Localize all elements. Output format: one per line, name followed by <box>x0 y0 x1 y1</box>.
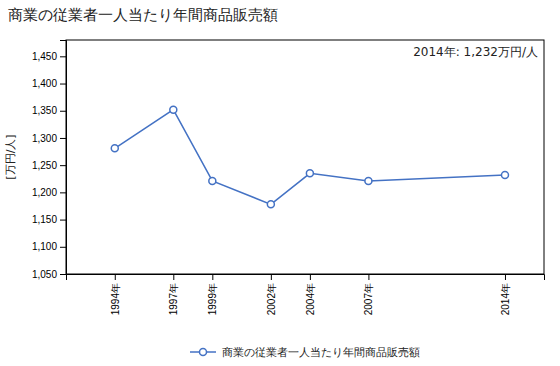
line <box>115 110 505 205</box>
y-tick: 1,300 <box>32 133 66 144</box>
y-tick-mark <box>60 111 66 112</box>
x-tick: 2007年 <box>363 274 374 315</box>
legend: 商業の従業者一人当たり年間商品販売額 <box>190 346 420 359</box>
y-tick-label: 1,150 <box>32 214 57 225</box>
y-tick: 1,350 <box>32 105 66 116</box>
x-tick-mark <box>368 274 369 280</box>
y-axis: 1,050 1,100 1,150 1,200 1,250 1,300 1,350 1,400… <box>32 41 67 280</box>
y-tick-label: 1,100 <box>32 241 57 252</box>
point <box>267 201 274 208</box>
x-tick: 2002年 <box>266 274 277 315</box>
y-tick-mark <box>60 192 66 193</box>
y-tick-label: 1,250 <box>32 160 57 171</box>
x-tick-label: 2014年 <box>500 283 511 315</box>
title: 商業の従業者一人当たり年間商品販売額 <box>8 6 278 24</box>
marks <box>111 106 508 208</box>
x-tick-label: 2007年 <box>363 283 374 315</box>
x-tick-mark <box>505 274 506 280</box>
y-tick-mark <box>60 165 66 166</box>
y-axis-title: [万円/人] <box>4 134 17 179</box>
point <box>365 177 372 184</box>
plot-frame <box>66 40 544 274</box>
x-tick: 2014年 <box>500 274 511 315</box>
point <box>111 145 118 152</box>
x-tick-label: 1997年 <box>168 283 179 315</box>
y-tick: 1,100 <box>32 241 66 252</box>
point <box>501 171 508 178</box>
y-tick-label: 1,450 <box>32 51 57 62</box>
y-tick-label: 1,050 <box>32 269 57 280</box>
y-tick-label: 1,300 <box>32 133 57 144</box>
y-tick-mark <box>60 138 66 139</box>
x-tick-mark <box>212 274 213 280</box>
x-tick-mark <box>271 274 272 280</box>
y-tick-label: 1,350 <box>32 105 57 116</box>
x-tick-label: 1999年 <box>207 283 218 315</box>
y-tick: 1,250 <box>32 160 66 171</box>
x-tick-label: 1994年 <box>110 283 121 315</box>
x-tick-mark <box>310 274 311 280</box>
x-tick-label: 2002年 <box>266 283 277 315</box>
annotation: 2014年: 1,232万円/人 <box>413 45 538 59</box>
legend-item: 商業の従業者一人当たり年間商品販売額 <box>190 346 420 359</box>
y-tick-label: 1,400 <box>32 78 57 89</box>
x-tick: 1997年 <box>168 274 179 315</box>
y-tick-mark <box>60 274 66 275</box>
x-tick-mark <box>115 274 116 280</box>
x-axis: 1994年 1997年 1999年 2002年 2004年 2007年 2014年 <box>67 274 545 315</box>
y-tick: 1,050 <box>32 269 66 280</box>
y-tick: 1,200 <box>32 187 66 198</box>
x-axis-line <box>67 275 545 281</box>
x-tick: 2004年 <box>305 274 316 315</box>
x-tick: 1999年 <box>207 274 218 315</box>
legend-marker <box>200 349 207 356</box>
y-tick: 1,450 <box>32 51 66 62</box>
point <box>209 177 216 184</box>
y-tick-mark <box>60 220 66 221</box>
plot: 1994年 1997年 1999年 2002年 2004年 2007年 2014年 1,050… <box>4 40 545 315</box>
y-tick-mark <box>60 56 66 57</box>
y-tick-mark <box>60 247 66 248</box>
point <box>306 170 313 177</box>
legend-label: 商業の従業者一人当たり年間商品販売額 <box>222 346 420 359</box>
y-tick-mark <box>60 84 66 85</box>
y-tick: 1,150 <box>32 214 66 225</box>
chart-container: 商業の従業者一人当たり年間商品販売額 1994年 1997年 1999年 2002年 20… <box>0 0 560 366</box>
y-tick-label: 1,200 <box>32 187 57 198</box>
x-tick-label: 2004年 <box>305 283 316 315</box>
x-tick: 1994年 <box>110 274 121 315</box>
y-tick: 1,400 <box>32 78 66 89</box>
point <box>170 106 177 113</box>
x-tick-mark <box>173 274 174 280</box>
chart: 商業の従業者一人当たり年間商品販売額 1994年 1997年 1999年 2002年 20… <box>0 0 560 366</box>
